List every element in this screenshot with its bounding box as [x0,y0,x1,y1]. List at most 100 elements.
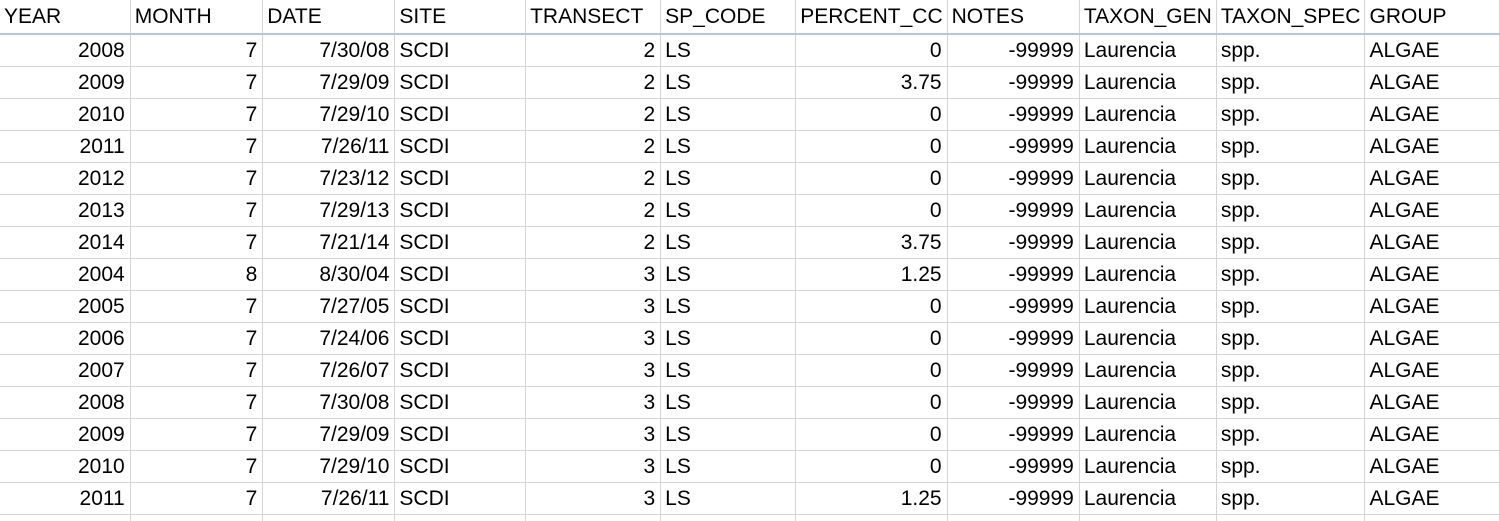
cell-sp-code[interactable]: LS [660,162,797,195]
cell-group[interactable]: ALGAE [1364,450,1500,483]
cell-date[interactable]: 7/23/12 [262,162,396,195]
cell-date[interactable]: 7/27/05 [262,290,396,323]
cell-month[interactable]: 7 [130,386,264,419]
cell-site[interactable]: SCDI [394,130,527,163]
cell-empty[interactable] [525,514,662,521]
cell-site[interactable]: SCDI [394,162,527,195]
cell-taxon-species[interactable]: spp. [1216,98,1366,131]
cell-year[interactable]: 2007 [0,354,131,387]
cell-taxon-genus[interactable]: Laurencia [1079,98,1217,131]
cell-percent-cover[interactable]: 0 [795,162,948,195]
cell-taxon-species[interactable]: spp. [1216,450,1366,483]
cell-transect[interactable]: 3 [525,450,662,483]
cell-taxon-genus[interactable]: Laurencia [1079,226,1217,259]
cell-notes[interactable]: -99999 [947,354,1080,387]
column-header-taxon-species[interactable]: TAXON_SPEC [1216,0,1366,35]
cell-notes[interactable]: -99999 [947,322,1080,355]
cell-year[interactable]: 2011 [0,482,131,515]
cell-percent-cover[interactable]: 1.25 [795,258,948,291]
cell-year[interactable]: 2011 [0,130,131,163]
cell-site[interactable]: SCDI [394,98,527,131]
column-header-taxon-genus[interactable]: TAXON_GEN [1079,0,1217,35]
cell-sp-code[interactable]: LS [660,226,797,259]
cell-empty[interactable] [130,514,264,521]
cell-month[interactable]: 7 [130,194,264,227]
cell-empty[interactable] [660,514,797,521]
cell-taxon-species[interactable]: spp. [1216,322,1366,355]
cell-transect[interactable]: 2 [525,162,662,195]
cell-percent-cover[interactable]: 0 [795,130,948,163]
cell-taxon-genus[interactable]: Laurencia [1079,162,1217,195]
cell-month[interactable]: 7 [130,66,264,99]
cell-percent-cover[interactable]: 0 [795,322,948,355]
cell-taxon-species[interactable]: spp. [1216,130,1366,163]
cell-date[interactable]: 7/29/13 [262,194,396,227]
cell-empty[interactable] [1364,514,1500,521]
column-header-site[interactable]: SITE [394,0,527,35]
cell-site[interactable]: SCDI [394,418,527,451]
cell-empty[interactable] [0,514,131,521]
cell-empty[interactable] [1216,514,1366,521]
cell-transect[interactable]: 2 [525,98,662,131]
cell-date[interactable]: 7/30/08 [262,34,396,67]
cell-date[interactable]: 7/29/10 [262,98,396,131]
cell-percent-cover[interactable]: 0 [795,194,948,227]
cell-taxon-genus[interactable]: Laurencia [1079,418,1217,451]
cell-month[interactable]: 7 [130,226,264,259]
cell-group[interactable]: ALGAE [1364,98,1500,131]
cell-transect[interactable]: 3 [525,418,662,451]
column-header-year[interactable]: YEAR [0,0,131,35]
cell-month[interactable]: 7 [130,98,264,131]
cell-sp-code[interactable]: LS [660,98,797,131]
cell-group[interactable]: ALGAE [1364,66,1500,99]
cell-month[interactable]: 7 [130,450,264,483]
cell-date[interactable]: 7/26/11 [262,130,396,163]
cell-transect[interactable]: 3 [525,482,662,515]
cell-year[interactable]: 2010 [0,450,131,483]
cell-transect[interactable]: 2 [525,34,662,67]
cell-taxon-genus[interactable]: Laurencia [1079,386,1217,419]
cell-year[interactable]: 2004 [0,258,131,291]
cell-transect[interactable]: 3 [525,258,662,291]
cell-empty[interactable] [947,514,1080,521]
cell-site[interactable]: SCDI [394,290,527,323]
cell-year[interactable]: 2014 [0,226,131,259]
cell-month[interactable]: 8 [130,258,264,291]
column-header-percent-cover[interactable]: PERCENT_CC [795,0,948,35]
cell-year[interactable]: 2010 [0,98,131,131]
cell-group[interactable]: ALGAE [1364,130,1500,163]
cell-taxon-species[interactable]: spp. [1216,482,1366,515]
cell-date[interactable]: 7/24/06 [262,322,396,355]
cell-sp-code[interactable]: LS [660,322,797,355]
cell-taxon-genus[interactable]: Laurencia [1079,34,1217,67]
cell-percent-cover[interactable]: 0 [795,354,948,387]
cell-transect[interactable]: 3 [525,386,662,419]
cell-notes[interactable]: -99999 [947,482,1080,515]
cell-percent-cover[interactable]: 1.25 [795,482,948,515]
cell-taxon-species[interactable]: spp. [1216,290,1366,323]
cell-group[interactable]: ALGAE [1364,34,1500,67]
cell-taxon-species[interactable]: spp. [1216,66,1366,99]
cell-percent-cover[interactable]: 0 [795,386,948,419]
cell-month[interactable]: 7 [130,418,264,451]
cell-percent-cover[interactable]: 0 [795,98,948,131]
cell-empty[interactable] [394,514,527,521]
cell-sp-code[interactable]: LS [660,386,797,419]
cell-date[interactable]: 7/29/09 [262,66,396,99]
cell-taxon-genus[interactable]: Laurencia [1079,322,1217,355]
cell-year[interactable]: 2009 [0,66,131,99]
cell-percent-cover[interactable]: 3.75 [795,66,948,99]
cell-group[interactable]: ALGAE [1364,194,1500,227]
cell-date[interactable]: 7/26/07 [262,354,396,387]
cell-sp-code[interactable]: LS [660,130,797,163]
cell-taxon-genus[interactable]: Laurencia [1079,258,1217,291]
cell-notes[interactable]: -99999 [947,130,1080,163]
cell-notes[interactable]: -99999 [947,258,1080,291]
cell-sp-code[interactable]: LS [660,418,797,451]
cell-empty[interactable] [795,514,948,521]
cell-notes[interactable]: -99999 [947,162,1080,195]
cell-month[interactable]: 7 [130,354,264,387]
cell-date[interactable]: 7/26/11 [262,482,396,515]
cell-percent-cover[interactable]: 0 [795,290,948,323]
column-header-date[interactable]: DATE [262,0,396,35]
